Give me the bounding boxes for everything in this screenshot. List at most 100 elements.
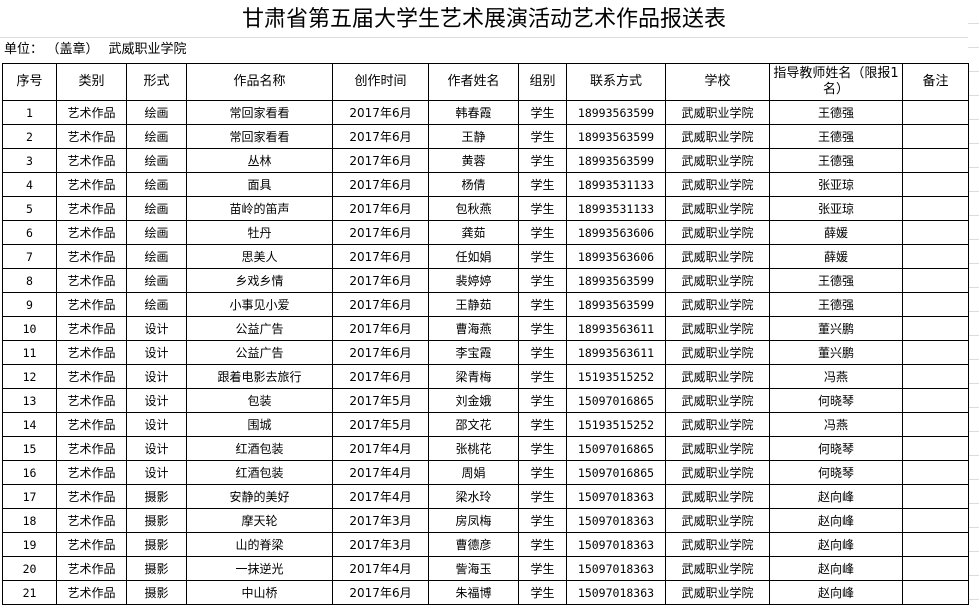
cell-creation-date[interactable]: 2017年3月	[332, 532, 429, 557]
cell-category[interactable]: 艺术作品	[56, 556, 127, 581]
cell-remarks[interactable]	[902, 268, 969, 293]
cell-school[interactable]: 武威职业学院	[665, 412, 770, 437]
cell-index[interactable]: 6	[2, 220, 57, 245]
cell-advisor[interactable]: 张亚琼	[769, 196, 903, 221]
cell-remarks[interactable]	[902, 460, 969, 485]
column-header-school[interactable]: 学校	[665, 63, 770, 101]
cell-group[interactable]: 学生	[518, 268, 567, 293]
cell-remarks[interactable]	[902, 364, 969, 389]
cell-author[interactable]: 裴婷婷	[428, 268, 519, 293]
column-header-work-title[interactable]: 作品名称	[186, 63, 333, 101]
cell-school[interactable]: 武威职业学院	[665, 148, 770, 173]
cell-creation-date[interactable]: 2017年6月	[332, 148, 429, 173]
cell-school[interactable]: 武威职业学院	[665, 436, 770, 461]
cell-group[interactable]: 学生	[518, 412, 567, 437]
cell-category[interactable]: 艺术作品	[56, 460, 127, 485]
cell-contact[interactable]: 18993563611	[566, 340, 666, 365]
cell-index[interactable]: 3	[2, 148, 57, 173]
cell-school[interactable]: 武威职业学院	[665, 172, 770, 197]
cell-index[interactable]: 12	[2, 364, 57, 389]
cell-advisor[interactable]: 张亚琼	[769, 172, 903, 197]
cell-group[interactable]: 学生	[518, 340, 567, 365]
cell-work-title[interactable]: 丛林	[186, 148, 333, 173]
cell-work-title[interactable]: 山的脊梁	[186, 532, 333, 557]
cell-index[interactable]: 9	[2, 292, 57, 317]
cell-work-title[interactable]: 小事见小爱	[186, 292, 333, 317]
cell-creation-date[interactable]: 2017年6月	[332, 316, 429, 341]
cell-work-title[interactable]: 公益广告	[186, 316, 333, 341]
cell-advisor[interactable]: 赵向峰	[769, 532, 903, 557]
cell-index[interactable]: 8	[2, 268, 57, 293]
cell-remarks[interactable]	[902, 340, 969, 365]
cell-remarks[interactable]	[902, 148, 969, 173]
cell-author[interactable]: 杨倩	[428, 172, 519, 197]
cell-category[interactable]: 艺术作品	[56, 220, 127, 245]
cell-contact[interactable]: 15097018363	[566, 532, 666, 557]
cell-group[interactable]: 学生	[518, 196, 567, 221]
cell-creation-date[interactable]: 2017年6月	[332, 364, 429, 389]
column-header-index[interactable]: 序号	[2, 63, 57, 101]
cell-group[interactable]: 学生	[518, 532, 567, 557]
cell-creation-date[interactable]: 2017年6月	[332, 292, 429, 317]
cell-remarks[interactable]	[902, 172, 969, 197]
cell-category[interactable]: 艺术作品	[56, 268, 127, 293]
column-header-contact[interactable]: 联系方式	[566, 63, 666, 101]
cell-work-title[interactable]: 苗岭的笛声	[186, 196, 333, 221]
cell-school[interactable]: 武威职业学院	[665, 100, 770, 125]
sheet-title[interactable]: 甘肃省第五届大学生艺术展演活动艺术作品报送表	[0, 0, 968, 38]
cell-advisor[interactable]: 冯燕	[769, 412, 903, 437]
cell-index[interactable]: 4	[2, 172, 57, 197]
cell-group[interactable]: 学生	[518, 484, 567, 509]
cell-category[interactable]: 艺术作品	[56, 436, 127, 461]
cell-author[interactable]: 梁青梅	[428, 364, 519, 389]
cell-remarks[interactable]	[902, 412, 969, 437]
cell-work-title[interactable]: 乡戏乡情	[186, 268, 333, 293]
cell-advisor[interactable]: 赵向峰	[769, 484, 903, 509]
cell-category[interactable]: 艺术作品	[56, 364, 127, 389]
cell-remarks[interactable]	[902, 556, 969, 581]
cell-creation-date[interactable]: 2017年3月	[332, 508, 429, 533]
cell-work-title[interactable]: 思美人	[186, 244, 333, 269]
cell-school[interactable]: 武威职业学院	[665, 244, 770, 269]
cell-advisor[interactable]: 赵向峰	[769, 556, 903, 581]
cell-contact[interactable]: 18993563606	[566, 220, 666, 245]
cell-author[interactable]: 房凤梅	[428, 508, 519, 533]
cell-index[interactable]: 7	[2, 244, 57, 269]
cell-school[interactable]: 武威职业学院	[665, 196, 770, 221]
cell-creation-date[interactable]: 2017年6月	[332, 220, 429, 245]
cell-advisor[interactable]: 王德强	[769, 268, 903, 293]
cell-form[interactable]: 摄影	[126, 556, 187, 581]
cell-form[interactable]: 绘画	[126, 124, 187, 149]
cell-school[interactable]: 武威职业学院	[665, 268, 770, 293]
cell-advisor[interactable]: 何晓琴	[769, 436, 903, 461]
cell-advisor[interactable]: 赵向峰	[769, 580, 903, 605]
cell-school[interactable]: 武威职业学院	[665, 364, 770, 389]
cell-work-title[interactable]: 摩天轮	[186, 508, 333, 533]
cell-work-title[interactable]: 红酒包装	[186, 460, 333, 485]
cell-school[interactable]: 武威职业学院	[665, 508, 770, 533]
cell-school[interactable]: 武威职业学院	[665, 340, 770, 365]
cell-form[interactable]: 设计	[126, 364, 187, 389]
column-header-group[interactable]: 组别	[518, 63, 567, 101]
cell-index[interactable]: 18	[2, 508, 57, 533]
cell-advisor[interactable]: 王德强	[769, 148, 903, 173]
cell-form[interactable]: 设计	[126, 412, 187, 437]
cell-category[interactable]: 艺术作品	[56, 100, 127, 125]
cell-work-title[interactable]: 一抹逆光	[186, 556, 333, 581]
cell-author[interactable]: 王静茹	[428, 292, 519, 317]
cell-remarks[interactable]	[902, 532, 969, 557]
column-header-category[interactable]: 类别	[56, 63, 127, 101]
cell-school[interactable]: 武威职业学院	[665, 484, 770, 509]
cell-advisor[interactable]: 冯燕	[769, 364, 903, 389]
cell-creation-date[interactable]: 2017年6月	[332, 124, 429, 149]
cell-category[interactable]: 艺术作品	[56, 412, 127, 437]
cell-advisor[interactable]: 赵向峰	[769, 508, 903, 533]
cell-remarks[interactable]	[902, 124, 969, 149]
cell-remarks[interactable]	[902, 580, 969, 605]
cell-work-title[interactable]: 公益广告	[186, 340, 333, 365]
cell-group[interactable]: 学生	[518, 316, 567, 341]
cell-category[interactable]: 艺术作品	[56, 532, 127, 557]
cell-form[interactable]: 绘画	[126, 148, 187, 173]
cell-category[interactable]: 艺术作品	[56, 508, 127, 533]
cell-remarks[interactable]	[902, 220, 969, 245]
